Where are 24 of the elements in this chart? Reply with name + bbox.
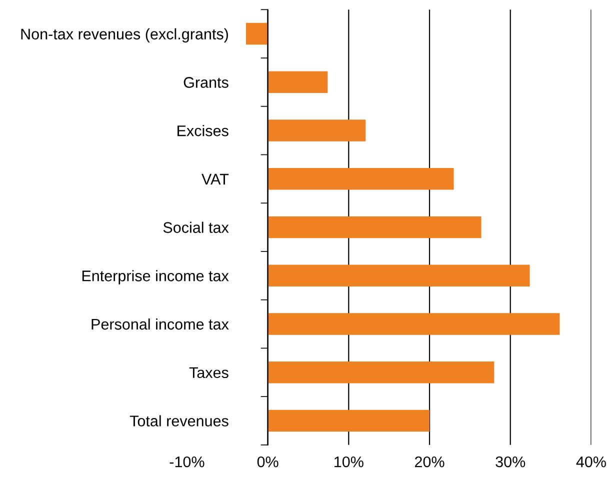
x-tick-label: 30% — [496, 456, 526, 468]
bar — [268, 168, 454, 190]
bar — [268, 71, 328, 94]
y-tick-label: Total revenues — [130, 415, 228, 426]
x-tick-label: -10% — [170, 456, 204, 468]
y-tick-label: VAT — [202, 174, 229, 184]
x-tick-label: 20% — [414, 456, 444, 468]
bar — [268, 216, 482, 238]
bar — [246, 22, 268, 45]
y-tick-label: Grants — [184, 77, 228, 88]
bar — [268, 410, 430, 432]
y-tick-label: Excises — [178, 125, 228, 136]
bar — [268, 313, 560, 335]
y-tick-label: Non-tax revenues (excl.grants) — [21, 28, 228, 43]
bar — [268, 264, 530, 287]
x-tick-label: 40% — [576, 456, 606, 468]
x-tick-label: 0% — [257, 456, 278, 468]
y-tick-label: Social tax — [163, 222, 229, 233]
y-tick-label: Personal income tax — [92, 318, 229, 330]
bar — [268, 120, 366, 142]
y-tick-label: Enterprise income tax — [82, 270, 229, 284]
x-tick-label: 10% — [334, 456, 364, 468]
y-tick-label: Taxes — [189, 367, 228, 378]
bar — [268, 361, 494, 384]
